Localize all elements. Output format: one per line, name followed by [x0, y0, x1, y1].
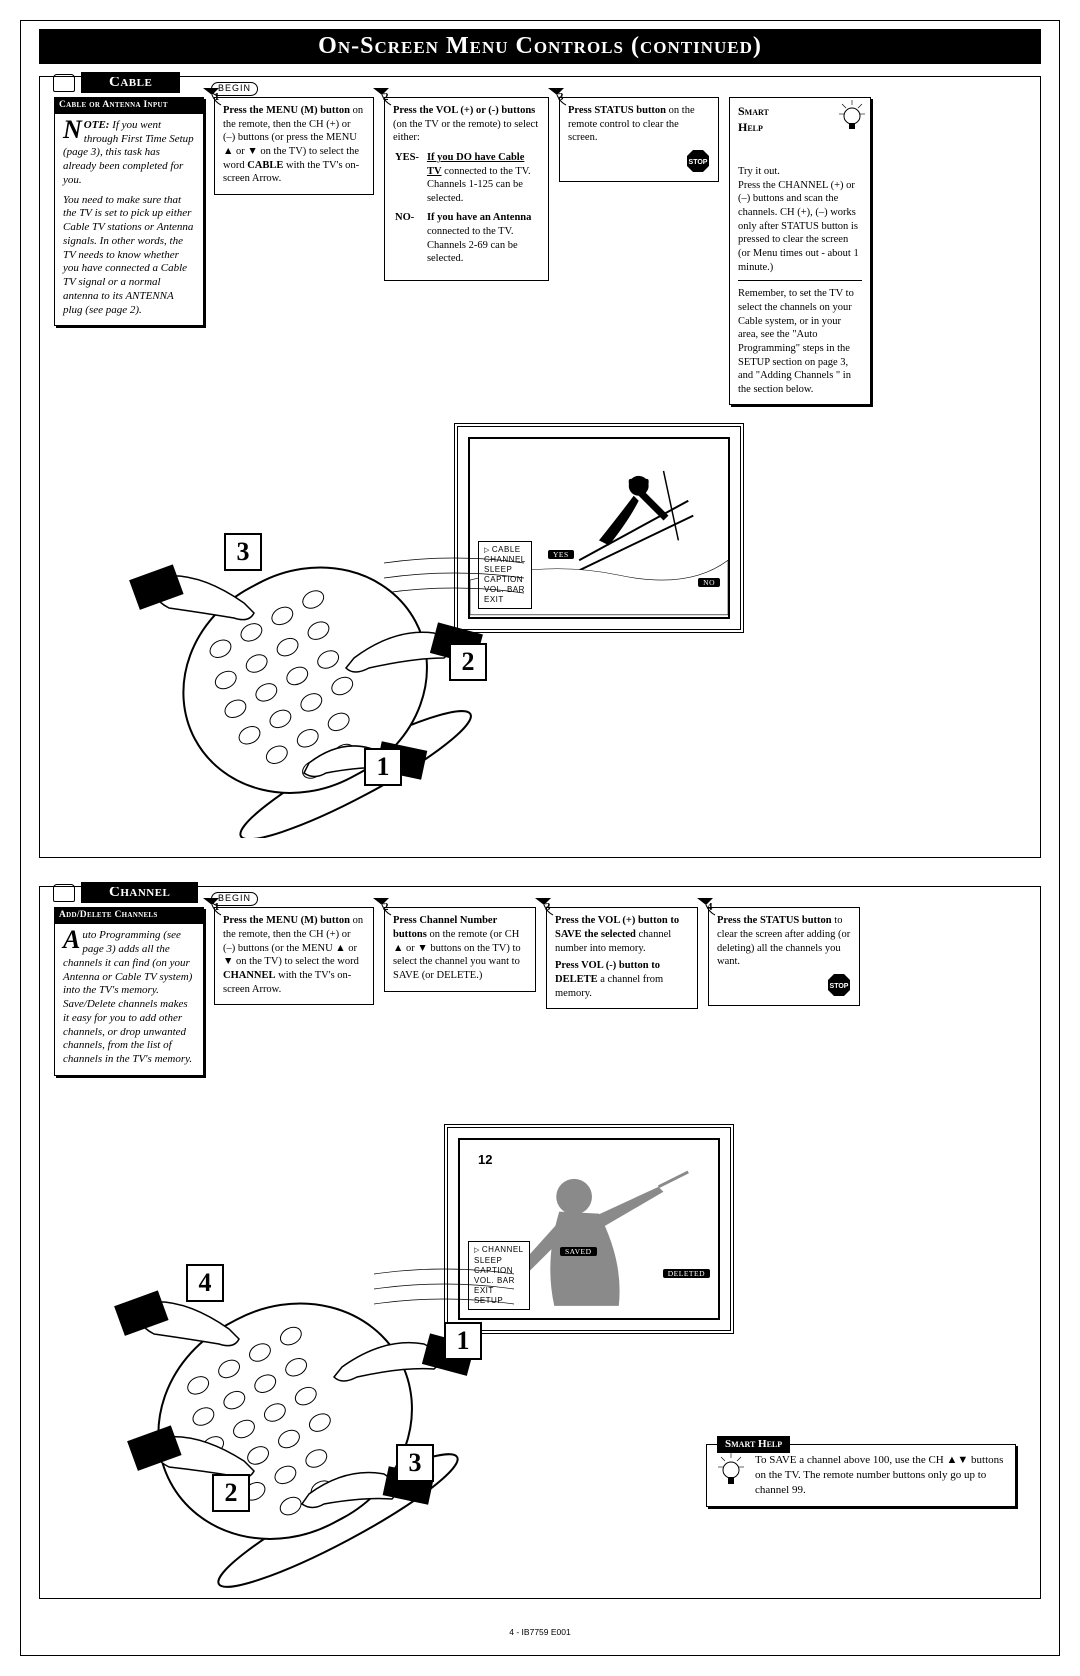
no-bold: If you have an Antenna	[427, 212, 531, 223]
smart-h2: Help	[738, 120, 763, 134]
smart-help-2-body: To SAVE a channel above 100, use the CH …	[755, 1453, 1005, 1498]
cable-illustration: CABLE CHANNEL SLEEP CAPTION VOL. BAR EXI…	[54, 423, 1026, 843]
smart-h1: Smart	[738, 104, 769, 118]
channel-note-box: Add/Delete Channels A uto Programming (s…	[54, 907, 204, 1075]
svg-text:1: 1	[214, 91, 220, 103]
lightbulb-icon	[838, 100, 866, 139]
yes-rest: connected to the TV. Channels 1-125 can …	[427, 166, 531, 204]
channel-step3: 3 Press the VOL (+) button to SAVE the s…	[546, 907, 698, 1009]
smart-help-2-title: Smart Help	[717, 1436, 790, 1453]
ch-step1-lead: Press the MENU (M) button	[223, 915, 350, 926]
svg-text:STOP: STOP	[830, 983, 849, 990]
no-rest: connected to the TV. Channels 2-69 can b…	[427, 226, 518, 264]
cable-step2: 2 Press the VOL (+) or (-) buttons (on t…	[384, 97, 549, 281]
cable-step1-bold2: CABLE	[247, 160, 283, 171]
callout-3: 3	[224, 533, 262, 571]
channel-step1: BEGIN 1 Press the MENU (M) button on the…	[214, 907, 374, 1005]
stop-icon: STOP	[686, 149, 710, 173]
lightbulb-icon	[717, 1453, 745, 1498]
channel-step2: 2 Press Channel Number buttons on the re…	[384, 907, 536, 991]
callout-3: 3	[396, 1444, 434, 1482]
step-3-icon: 3	[533, 896, 555, 918]
cable-step2-lead: Press the VOL (+) or (-) buttons	[393, 105, 535, 116]
remote-illustration	[114, 518, 494, 838]
cable-step2-rest: (on the TV or the remote) to select eith…	[393, 119, 538, 144]
channel-note-body: uto Programming (see page 3) adds all th…	[63, 929, 192, 1065]
cable-step1: BEGIN 1 Press the MENU (M) button on the…	[214, 97, 374, 195]
channel-section: Channel Add/Delete Channels A uto Progra…	[39, 886, 1041, 1598]
channel-step4: 4 Press the STATUS button to clear the s…	[708, 907, 860, 1006]
step-4-icon: 4	[695, 896, 717, 918]
smart-p2: Remember, to set the TV to select the ch…	[738, 287, 862, 396]
channel-number: 12	[478, 1152, 492, 1167]
channel-illustration: 12 CHANNEL SLEEP CAPTION VOL. BAR EXIT S…	[54, 1094, 1026, 1584]
smart-help-2: Smart Help To SAVE a channel above 100, …	[706, 1444, 1016, 1507]
callout-1: 1	[364, 748, 402, 786]
step-2-icon: 2	[371, 896, 393, 918]
dropcap-a: A	[63, 929, 82, 951]
osd-deleted: DELETED	[663, 1269, 710, 1278]
page-title: On-Screen Menu Controls (continued)	[39, 29, 1041, 64]
smart-help-box: Smart Help Try it out. Press the CHANNEL …	[729, 97, 871, 405]
cable-section: Cable Cable or Antenna Input N OTE: If y…	[39, 76, 1041, 858]
step-3-icon: 3	[546, 86, 568, 108]
page-footer: 4 - IB7759 E001	[39, 1627, 1041, 1637]
osd-saved: SAVED	[560, 1247, 597, 1256]
cable-note-main: You need to make sure that the TV is set…	[63, 194, 193, 316]
ch-step1-bold2: CHANNEL	[223, 970, 276, 981]
cable-step3: 3 Press STATUS button on the remote cont…	[559, 97, 719, 182]
callout-1: 1	[444, 1322, 482, 1360]
remote-illustration	[84, 1249, 504, 1589]
svg-text:STOP: STOP	[689, 159, 708, 166]
channel-note-header: Add/Delete Channels	[55, 908, 203, 924]
cable-step1-lead: Press the MENU (M) button	[223, 105, 350, 116]
cable-note-header: Cable or Antenna Input	[55, 98, 203, 114]
osd-no: NO	[698, 578, 720, 587]
cable-step3-lead: Press STATUS button	[568, 105, 666, 116]
step-1-icon: 1	[201, 86, 223, 108]
cable-note-box: Cable or Antenna Input N OTE: If you wen…	[54, 97, 204, 326]
step-2-icon: 2	[371, 86, 393, 108]
callout-2: 2	[449, 643, 487, 681]
callout-2: 2	[212, 1474, 250, 1512]
yes-label: YES-	[395, 151, 425, 210]
stop-icon: STOP	[827, 973, 851, 997]
step-1-icon: 1	[201, 896, 223, 918]
dropcap-n: N	[63, 119, 84, 141]
note-lead: OTE:	[84, 119, 110, 131]
ch-step4-lead: Press the STATUS button	[717, 915, 832, 926]
no-label: NO-	[395, 211, 425, 270]
smart-p1: Try it out. Press the CHANNEL (+) or (–)…	[738, 165, 862, 274]
osd-yes: YES	[548, 550, 574, 559]
callout-4: 4	[186, 1264, 224, 1302]
svg-text:1: 1	[214, 901, 220, 913]
